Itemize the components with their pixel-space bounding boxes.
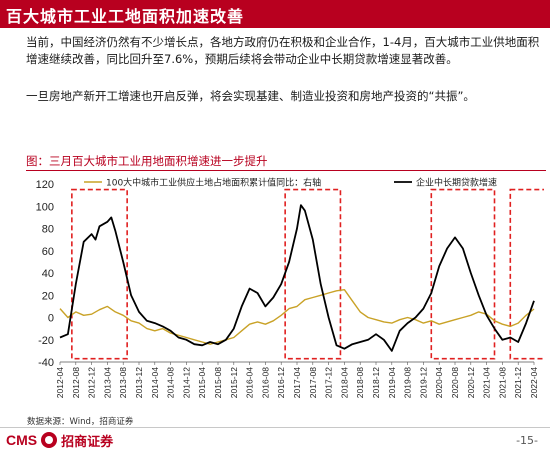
x-tick-label: 2014-04 bbox=[150, 367, 160, 398]
x-tick-label: 2020-08 bbox=[450, 367, 460, 398]
highlight-box bbox=[430, 188, 496, 360]
x-tick-label: 2021-08 bbox=[497, 367, 507, 398]
y-tick-label: 20 bbox=[42, 290, 54, 302]
x-tick-label: 2018-08 bbox=[355, 367, 365, 398]
logo-mark-icon bbox=[41, 432, 58, 448]
source-note: 数据来源：Wind，招商证券 bbox=[27, 417, 134, 427]
x-tick-label: 2021-12 bbox=[513, 367, 523, 398]
x-tick-label: 2019-04 bbox=[387, 367, 397, 398]
x-tick-label: 2017-12 bbox=[324, 367, 334, 398]
x-tick-label: 2012-04 bbox=[55, 367, 65, 398]
x-tick-label: 2018-04 bbox=[339, 367, 349, 398]
x-tick-label: 2012-12 bbox=[87, 367, 97, 398]
y-tick-label: -20 bbox=[38, 335, 54, 347]
x-tick-label: 2015-12 bbox=[229, 367, 239, 398]
x-tick-label: 2021-04 bbox=[482, 367, 492, 398]
y-tick-label: 100 bbox=[36, 201, 54, 213]
y-tick-label: 120 bbox=[36, 179, 54, 191]
x-tick-label: 2020-04 bbox=[434, 367, 444, 398]
legend-loan-growth-label: 企业中长期贷款增速 bbox=[416, 177, 497, 189]
highlight-box bbox=[71, 188, 128, 360]
highlight-box bbox=[509, 188, 544, 360]
page-title: 百大城市工业工地面积加速改善 bbox=[6, 7, 245, 26]
y-tick-label: 0 bbox=[48, 313, 54, 325]
footer-divider bbox=[0, 427, 550, 428]
legend-land-supply-label: 100大中城市工业供应土地占地面积累计值同比：右轴 bbox=[106, 177, 321, 189]
chart-caption: 图：三月百大城市工业用地面积增速进一步提升 bbox=[26, 154, 268, 168]
logo-cn-text: 招商证券 bbox=[61, 434, 114, 450]
x-tick-label: 2015-08 bbox=[213, 367, 223, 398]
x-tick-label: 2016-04 bbox=[245, 367, 255, 398]
line-chart: -40 -20 0 20 40 60 80 100 120 2012-04 2012-08 2012-… bbox=[36, 177, 544, 398]
x-tick-label: 2013-12 bbox=[134, 367, 144, 398]
x-tick-label: 2018-12 bbox=[371, 367, 381, 398]
x-tick-label: 2022-04 bbox=[529, 367, 539, 398]
loan-growth-series-line bbox=[59, 204, 535, 352]
paragraph-2: 一旦房地产新开工增速也开启反弹，将会实现基建、制造业投资和房地产投资的“共振”。 bbox=[26, 89, 475, 103]
land-supply-series-line bbox=[59, 289, 535, 345]
page-number: -15- bbox=[516, 434, 538, 447]
x-tick-label: 2013-04 bbox=[102, 367, 112, 398]
x-tick-label: 2016-08 bbox=[260, 367, 270, 398]
x-tick-label: 2015-04 bbox=[197, 367, 207, 398]
x-tick-label: 2014-08 bbox=[166, 367, 176, 398]
chart-caption-rule bbox=[26, 170, 546, 171]
logo-cms-text: CMS bbox=[6, 432, 38, 448]
brand-logo: CMS 招商证券 bbox=[6, 431, 114, 450]
x-tick-label: 2014-12 bbox=[181, 367, 191, 398]
x-tick-label: 2019-12 bbox=[418, 367, 428, 398]
x-tick-label: 2020-12 bbox=[466, 367, 476, 398]
y-tick-label: 80 bbox=[42, 224, 54, 236]
x-tick-label: 2012-08 bbox=[71, 367, 81, 398]
y-tick-label: 60 bbox=[42, 246, 54, 258]
y-tick-label: -40 bbox=[38, 357, 54, 369]
x-tick-label: 2016-12 bbox=[276, 367, 286, 398]
x-tick-label: 2017-04 bbox=[292, 367, 302, 398]
x-tick-label: 2017-08 bbox=[308, 367, 318, 398]
title-bar: 百大城市工业工地面积加速改善 bbox=[0, 0, 550, 28]
y-tick-label: 40 bbox=[42, 268, 54, 280]
paragraph-1: 当前，中国经济仍然有不少增长点，各地方政府仍在积极和企业合作，1-4月，百大城市… bbox=[26, 35, 540, 66]
x-tick-label: 2013-08 bbox=[118, 367, 128, 398]
x-tick-label: 2019-08 bbox=[403, 367, 413, 398]
